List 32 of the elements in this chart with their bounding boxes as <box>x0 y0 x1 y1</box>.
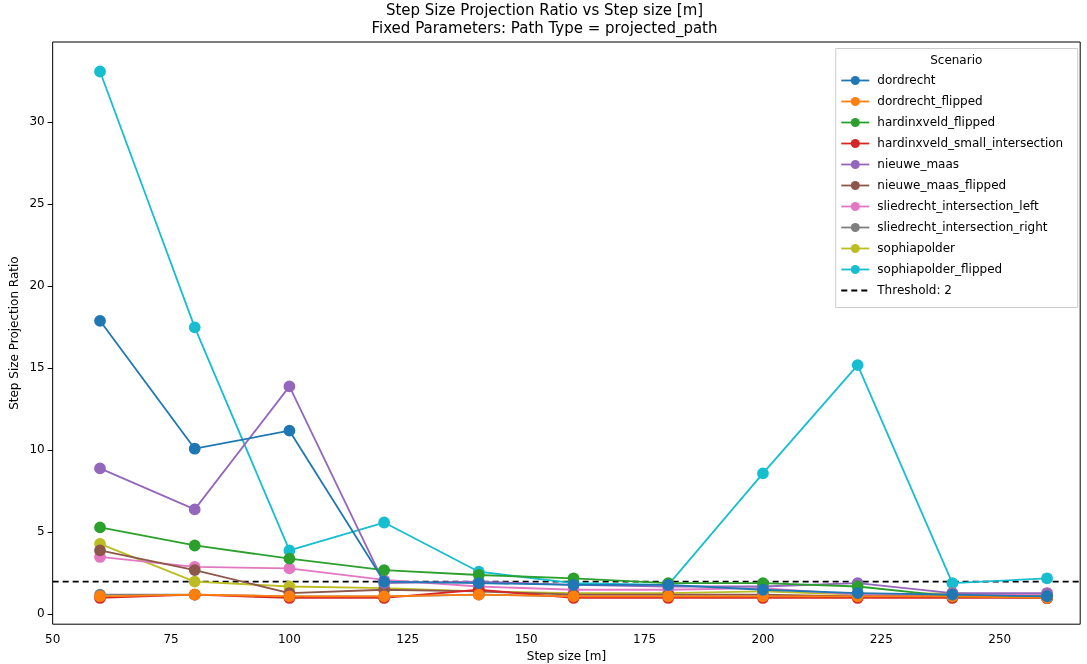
legend-label: nieuwe_maas <box>877 156 960 171</box>
legend-label: sliedrecht_intersection_left <box>877 198 1040 213</box>
legend-label: sophiapolder_flipped <box>877 261 1003 276</box>
x-tick-label: 200 <box>751 631 775 646</box>
legend-label: nieuwe_maas_flipped <box>877 177 1007 192</box>
legend-title: Scenario <box>930 53 983 68</box>
x-tick-label: 50 <box>45 631 61 646</box>
y-tick-label: 5 <box>37 524 45 539</box>
legend-label: sliedrecht_intersection_right <box>877 219 1048 234</box>
legend-label: hardinxveld_flipped <box>877 114 996 129</box>
chart-subtitle: Fixed Parameters: Path Type = projected_path <box>371 18 718 38</box>
y-tick-label: 0 <box>37 606 45 621</box>
y-tick-label: 20 <box>29 278 45 293</box>
x-tick-label: 150 <box>514 631 538 646</box>
y-axis-title: Step Size Projection Ratio <box>7 256 22 410</box>
chart-title: Step Size Projection Ratio vs Step size [m] <box>385 0 704 19</box>
x-axis-title: Step size [m] <box>526 648 607 663</box>
y-tick-label: 25 <box>29 196 45 211</box>
x-tick-label: 225 <box>869 631 893 646</box>
y-tick-label: 15 <box>29 360 45 375</box>
x-tick-label: 125 <box>396 631 420 646</box>
legend-label: dordrecht <box>877 72 936 87</box>
legend-label: hardinxveld_small_intersection <box>877 135 1064 150</box>
legend-label: dordrecht_flipped <box>877 93 983 108</box>
y-tick-label: 30 <box>29 114 45 129</box>
x-tick-label: 75 <box>163 631 179 646</box>
legend-label: sophiapolder <box>877 240 956 255</box>
x-tick-label: 175 <box>633 631 657 646</box>
y-tick-label: 10 <box>29 442 45 457</box>
legend-label: Threshold: 2 <box>876 282 952 297</box>
x-tick-label: 100 <box>277 631 301 646</box>
x-tick-label: 250 <box>988 631 1012 646</box>
